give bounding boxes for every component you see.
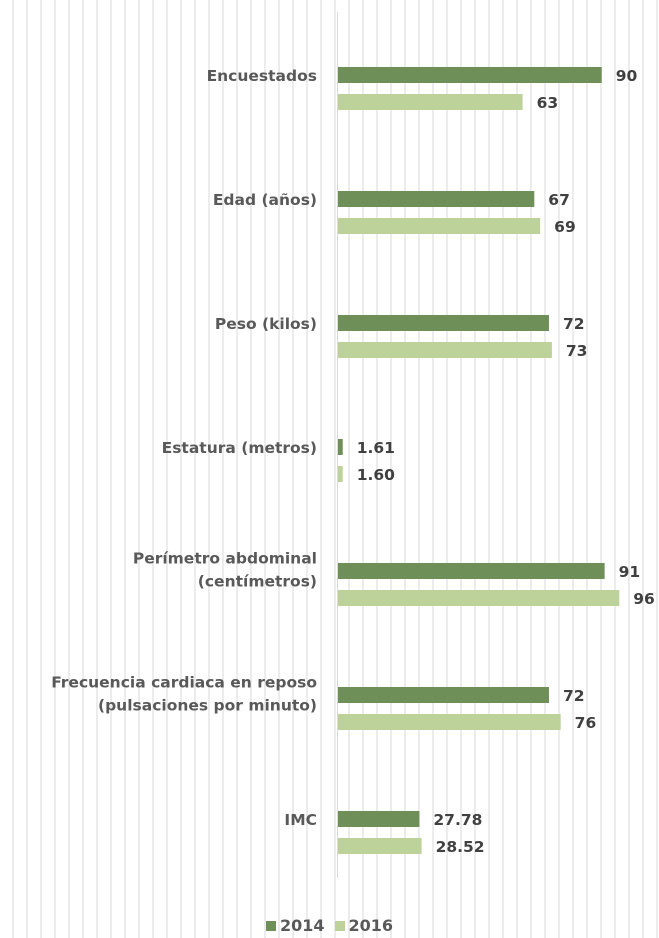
bar-2014-4 <box>338 563 605 579</box>
legend-swatch-2014 <box>265 920 276 931</box>
value-label-2016-3: 1.60 <box>357 466 395 484</box>
value-label-2014-2: 72 <box>563 315 585 333</box>
category-label-5-0: Frecuencia cardiaca en reposo <box>51 674 317 692</box>
value-label-2016-4: 96 <box>633 590 655 608</box>
bar-2014-2 <box>338 315 549 331</box>
bar-2014-3 <box>338 439 343 455</box>
category-label-4-0: Perímetro abdominal <box>133 550 317 568</box>
bar-2014-1 <box>338 191 535 207</box>
bar-2016-3 <box>338 466 343 482</box>
value-label-2016-1: 69 <box>554 218 576 236</box>
value-label-2016-2: 73 <box>566 342 588 360</box>
bars-group: 90 63 Encuestados 67 69 Edad (años) 72 73 Peso (… <box>51 67 655 856</box>
category-label-2-0: Peso (kilos) <box>215 315 317 333</box>
bar-2016-0 <box>338 94 523 110</box>
category-label-0-0: Encuestados <box>207 67 317 85</box>
bar-2016-1 <box>338 218 541 234</box>
value-label-2016-5: 76 <box>575 714 597 732</box>
bar-2016-2 <box>338 342 552 358</box>
legend-label-2014: 2014 <box>279 916 325 935</box>
value-label-2016-6: 28.52 <box>436 838 485 856</box>
bar-2014-5 <box>338 687 549 703</box>
bar-2014-0 <box>338 67 602 83</box>
category-label-1-0: Edad (años) <box>213 191 317 209</box>
bar-2016-6 <box>338 838 422 854</box>
value-label-2014-1: 67 <box>548 191 570 209</box>
bar-2016-4 <box>338 590 620 606</box>
value-label-2014-3: 1.61 <box>357 439 395 457</box>
legend-item-2014: 2014 <box>265 916 325 935</box>
legend-item-2016: 2016 <box>334 916 394 935</box>
bar-2016-5 <box>338 714 561 730</box>
category-label-6-0: IMC <box>284 811 317 829</box>
category-label-5-1: (pulsaciones por minuto) <box>98 697 317 715</box>
category-label-3-0: Estatura (metros) <box>162 439 317 457</box>
legend-swatch-2016 <box>334 920 345 931</box>
value-label-2016-0: 63 <box>537 94 559 112</box>
category-label-4-1: (centímetros) <box>198 573 317 591</box>
value-label-2014-6: 27.78 <box>433 811 482 829</box>
bar-2014-6 <box>338 811 420 827</box>
value-label-2014-5: 72 <box>563 687 585 705</box>
legend-label-2016: 2016 <box>348 916 394 935</box>
value-label-2014-4: 91 <box>619 563 641 581</box>
legend: 2014 2016 <box>0 916 659 935</box>
value-label-2014-0: 90 <box>616 67 638 85</box>
